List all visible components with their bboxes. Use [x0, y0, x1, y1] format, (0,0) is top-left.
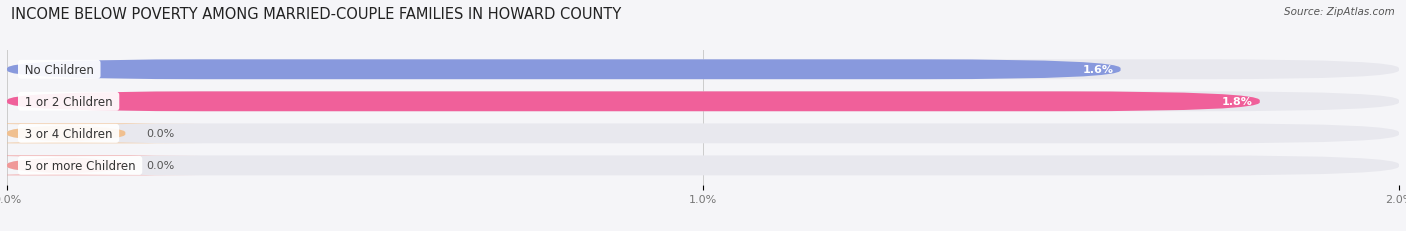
Text: 1.6%: 1.6%: [1083, 65, 1114, 75]
Text: 1 or 2 Children: 1 or 2 Children: [21, 95, 117, 108]
Text: Source: ZipAtlas.com: Source: ZipAtlas.com: [1284, 7, 1395, 17]
Text: 1.8%: 1.8%: [1222, 97, 1253, 107]
FancyBboxPatch shape: [0, 124, 201, 144]
FancyBboxPatch shape: [7, 60, 1121, 80]
FancyBboxPatch shape: [7, 92, 1399, 112]
FancyBboxPatch shape: [7, 92, 1260, 112]
FancyBboxPatch shape: [7, 60, 1399, 80]
FancyBboxPatch shape: [7, 156, 1399, 176]
Text: 5 or more Children: 5 or more Children: [21, 159, 139, 172]
Text: 0.0%: 0.0%: [146, 129, 174, 139]
FancyBboxPatch shape: [0, 156, 201, 176]
Text: No Children: No Children: [21, 64, 97, 76]
Text: 3 or 4 Children: 3 or 4 Children: [21, 127, 117, 140]
Text: INCOME BELOW POVERTY AMONG MARRIED-COUPLE FAMILIES IN HOWARD COUNTY: INCOME BELOW POVERTY AMONG MARRIED-COUPL…: [11, 7, 621, 22]
Text: 0.0%: 0.0%: [146, 161, 174, 171]
FancyBboxPatch shape: [7, 124, 1399, 144]
